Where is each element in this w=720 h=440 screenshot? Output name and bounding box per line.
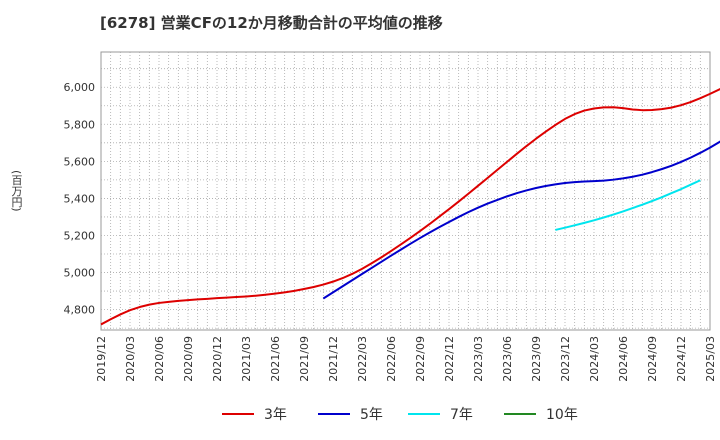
x-tick-label: 2024/03 — [588, 336, 601, 382]
x-tick-label: 2022/09 — [414, 336, 427, 382]
x-tick-label: 2024/06 — [617, 336, 630, 382]
y-tick-label: 5,400 — [64, 192, 96, 205]
legend-label: 10年 — [546, 407, 578, 423]
x-tick-label: 2021/03 — [240, 336, 253, 382]
plot-area — [100, 51, 711, 331]
x-tick-label: 2019/12 — [95, 336, 108, 382]
x-tick-labels: 2019/12 2020/03 2020/06 2020/09 2020/12 2021/… — [95, 336, 717, 382]
legend-label: 7年 — [450, 407, 473, 423]
x-tick-label: 2020/09 — [182, 336, 195, 382]
x-tick-label: 2024/09 — [646, 336, 659, 382]
series-line — [100, 87, 720, 326]
x-tick-label: 2020/12 — [211, 336, 224, 382]
y-tick-label: 5,200 — [64, 229, 96, 242]
x-tick-label: 2023/03 — [472, 336, 485, 382]
legend-label: 3年 — [264, 407, 287, 423]
x-tick-label: 2023/12 — [559, 336, 572, 382]
y-tick-label: 5,600 — [64, 155, 96, 168]
y-tick-label: 6,000 — [64, 81, 96, 94]
x-tick-label: 2023/06 — [501, 336, 514, 382]
y-tick-label: 5,000 — [64, 267, 96, 280]
chart-title: [6278] 営業CFの12か月移動合計の平均値の推移 — [100, 14, 443, 32]
y-tick-label: 4,800 — [64, 304, 96, 317]
y-tick-labels: 4,800 5,000 5,200 5,400 5,600 5,800 6,000 — [64, 81, 96, 316]
y-tick-label: 5,800 — [64, 118, 96, 131]
x-tick-label: 2020/03 — [124, 336, 137, 382]
legend-label: 5年 — [360, 407, 383, 423]
x-tick-label: 2023/09 — [530, 336, 543, 382]
series-lines — [100, 87, 720, 326]
x-tick-label: 2022/12 — [443, 336, 456, 382]
x-tick-label: 2021/06 — [269, 336, 282, 382]
x-tick-label: 2022/06 — [385, 336, 398, 382]
series-line — [555, 179, 701, 231]
x-tick-label: 2021/12 — [327, 336, 340, 382]
x-tick-label: 2020/06 — [153, 336, 166, 382]
y-axis-label: (百万円) — [10, 170, 23, 212]
x-tick-label: 2021/09 — [298, 336, 311, 382]
legend: 3年 5年 7年 10年 — [222, 407, 578, 423]
series-line — [322, 140, 720, 300]
x-tick-label: 2025/03 — [704, 336, 717, 382]
x-tick-label: 2024/12 — [675, 336, 688, 382]
x-tick-label: 2022/03 — [356, 336, 369, 382]
